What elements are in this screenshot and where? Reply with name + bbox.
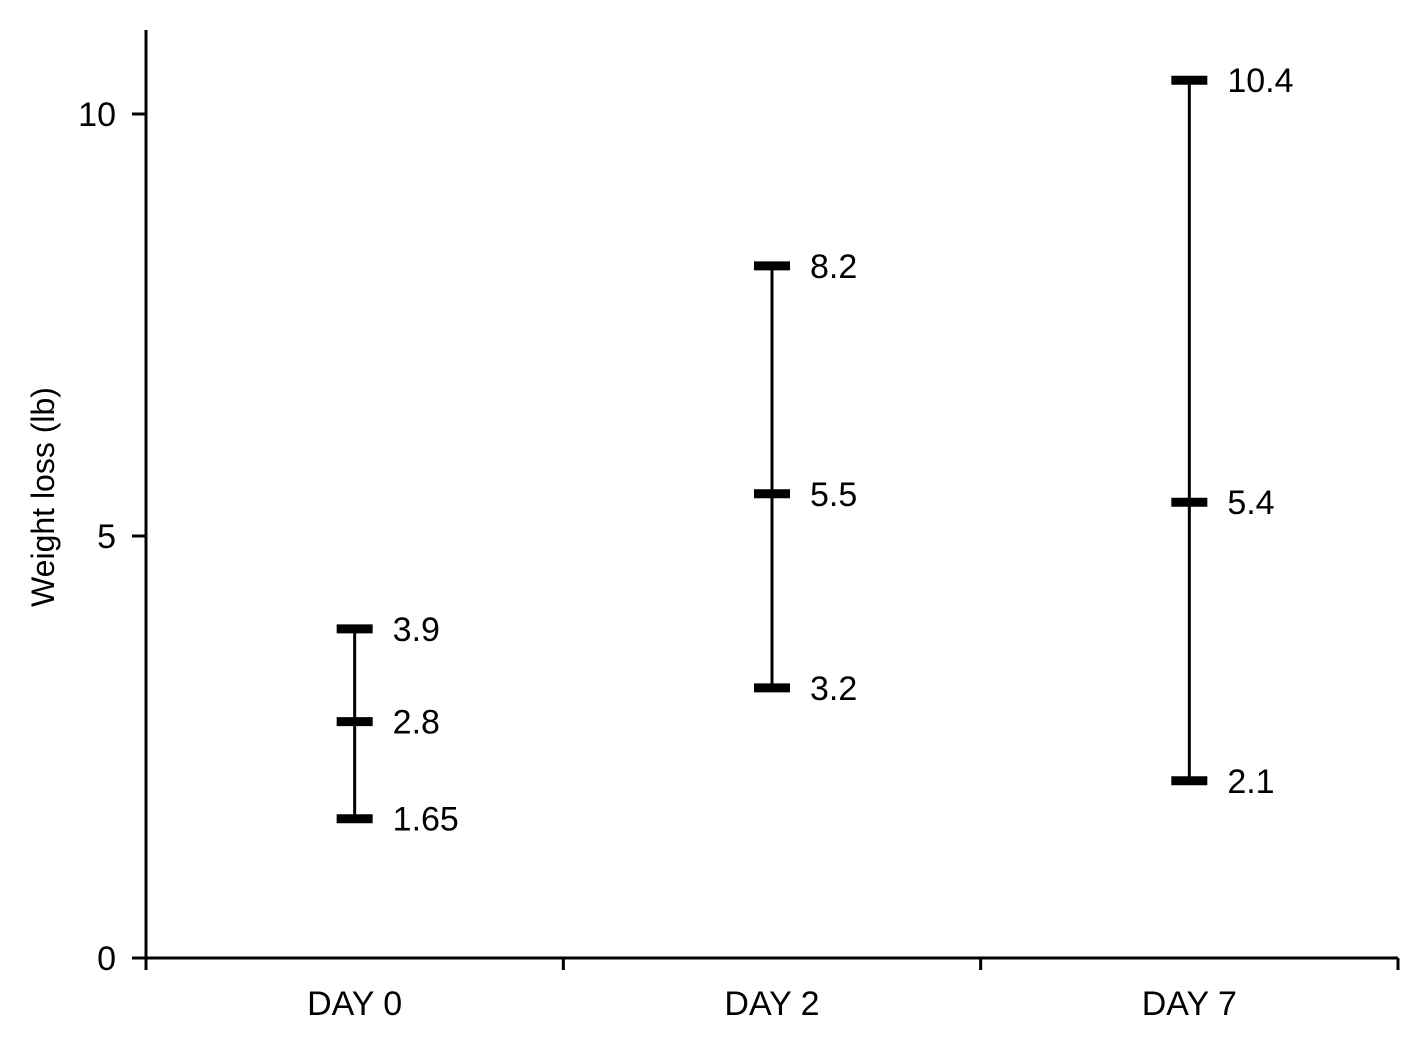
range-item: 8.2 5.5 3.2 — [754, 248, 857, 708]
range-marks: 3.9 2.8 1.65 8.2 5.5 3.2 10.4 5.4 2.1 — [336, 62, 1294, 839]
x-tick-label: DAY 0 — [307, 985, 402, 1023]
range-item: 10.4 5.4 2.1 — [1171, 62, 1294, 801]
x-tick-label: DAY 2 — [724, 985, 819, 1023]
y-axis: 0 5 10 — [78, 30, 148, 978]
x-tick-label: DAY 7 — [1142, 985, 1237, 1023]
data-label-mid: 5.4 — [1227, 484, 1274, 522]
data-label-low: 2.1 — [1227, 763, 1274, 801]
y-tick-label: 0 — [97, 940, 116, 978]
range-item: 3.9 2.8 1.65 — [336, 611, 459, 839]
data-label-high: 3.9 — [393, 611, 440, 649]
data-label-low: 3.2 — [810, 670, 857, 708]
y-axis-title: Weight loss (lb) — [25, 387, 61, 607]
data-label-mid: 2.8 — [393, 704, 440, 742]
y-tick-label: 10 — [78, 96, 116, 134]
data-label-high: 10.4 — [1227, 62, 1293, 100]
x-axis: DAY 0 DAY 2 DAY 7 — [144, 956, 1400, 1023]
data-label-mid: 5.5 — [810, 476, 857, 514]
y-tick-label: 5 — [97, 518, 116, 556]
data-label-high: 8.2 — [810, 248, 857, 286]
data-label-low: 1.65 — [393, 801, 459, 839]
